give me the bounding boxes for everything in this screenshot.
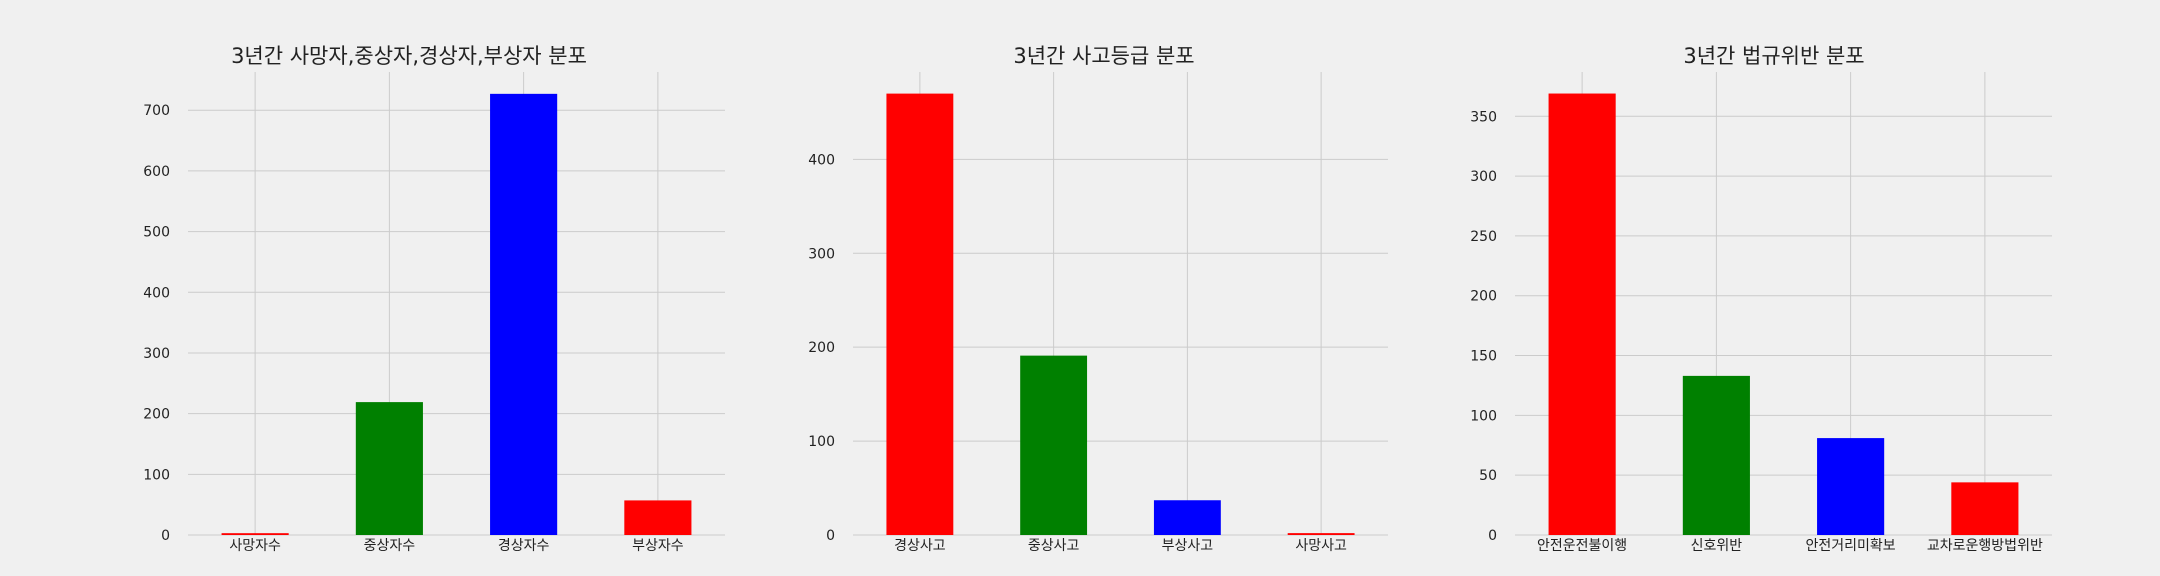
x-tick-label: 안전거리미확보 bbox=[1806, 538, 1896, 554]
y-tick-label: 300 bbox=[808, 246, 835, 262]
chart-1-grid bbox=[188, 72, 725, 536]
bar bbox=[1287, 533, 1355, 535]
x-tick-label: 부상자수 bbox=[632, 538, 684, 554]
y-tick-label: 250 bbox=[1470, 229, 1497, 245]
y-tick-label: 200 bbox=[143, 407, 170, 423]
chart-2: 3년간 사고등급 분포 0 100 200 300 400 경상사고 중상사고 부상사고 사망사… bbox=[808, 44, 1388, 554]
bar bbox=[355, 402, 423, 535]
y-tick-label: 300 bbox=[1470, 169, 1497, 185]
x-tick-label: 경상사고 bbox=[894, 538, 946, 554]
bar bbox=[490, 93, 558, 536]
x-tick-label: 부상사고 bbox=[1162, 538, 1214, 554]
chart-1: 3년간 사망자,중상자,경상자,부상자 분포 0 100 200 300 400 500 6… bbox=[143, 44, 725, 554]
x-tick-label: 안전운전불이행 bbox=[1537, 538, 1627, 554]
x-tick-label: 중상사고 bbox=[1028, 538, 1080, 554]
bar bbox=[1153, 500, 1221, 535]
y-tick-label: 0 bbox=[826, 528, 835, 544]
x-tick-label: 신호위반 bbox=[1691, 538, 1743, 554]
y-tick-label: 100 bbox=[143, 467, 170, 483]
x-tick-label: 사망자수 bbox=[229, 538, 281, 554]
bar bbox=[221, 533, 289, 535]
y-tick-label: 0 bbox=[1488, 528, 1497, 544]
x-tick-label: 중상자수 bbox=[364, 538, 416, 554]
x-tick-label: 경상자수 bbox=[498, 538, 550, 554]
chart-1-title: 3년간 사망자,중상자,경상자,부상자 분포 bbox=[231, 44, 587, 68]
y-tick-label: 200 bbox=[1470, 289, 1497, 305]
x-tick-label: 교차로운행방법위반 bbox=[1927, 538, 2043, 554]
y-tick-label: 0 bbox=[161, 528, 170, 544]
y-tick-label: 400 bbox=[143, 285, 170, 301]
chart-2-title: 3년간 사고등급 분포 bbox=[1013, 44, 1194, 68]
y-tick-label: 400 bbox=[808, 152, 835, 168]
y-tick-label: 300 bbox=[143, 346, 170, 362]
y-tick-label: 100 bbox=[808, 434, 835, 450]
x-tick-label: 사망사고 bbox=[1295, 538, 1347, 554]
y-tick-label: 500 bbox=[143, 225, 170, 241]
bar bbox=[1817, 438, 1885, 535]
y-tick-label: 50 bbox=[1479, 468, 1497, 484]
bar bbox=[1951, 482, 2019, 535]
bar bbox=[1020, 355, 1088, 535]
y-tick-label: 100 bbox=[1470, 408, 1497, 424]
y-tick-label: 200 bbox=[808, 340, 835, 356]
bar bbox=[1548, 93, 1616, 535]
y-tick-label: 700 bbox=[143, 103, 170, 119]
bar bbox=[886, 93, 954, 535]
bar bbox=[1682, 375, 1750, 535]
chart-3-title: 3년간 법규위반 분포 bbox=[1683, 44, 1864, 68]
bar bbox=[624, 500, 692, 535]
y-tick-label: 150 bbox=[1470, 349, 1497, 365]
y-tick-label: 600 bbox=[143, 164, 170, 180]
chart-3: 3년간 법규위반 분포 0 50 100 150 200 250 300 350 안전운전불이행… bbox=[1470, 44, 2052, 554]
y-tick-label: 350 bbox=[1470, 109, 1497, 125]
